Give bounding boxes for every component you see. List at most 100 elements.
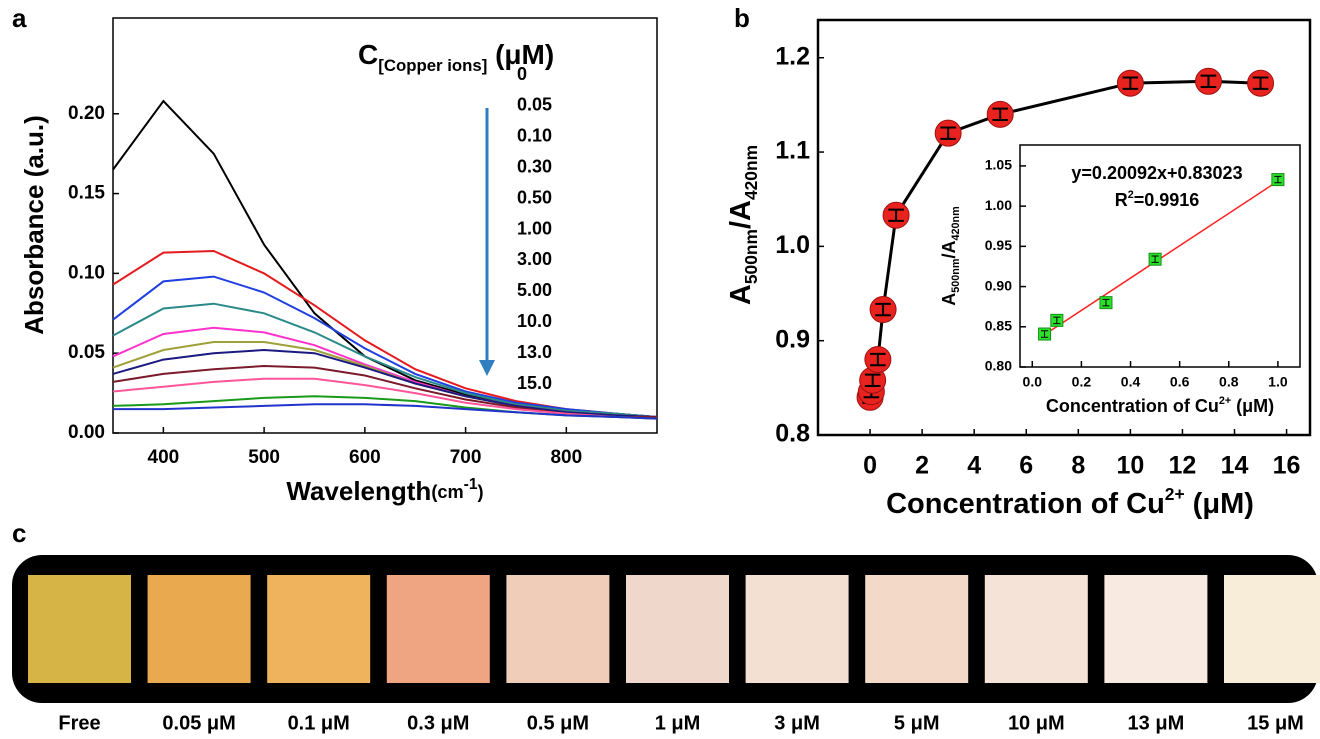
legend-entry: 0.05 bbox=[517, 95, 552, 115]
sample-swatch bbox=[1104, 575, 1208, 683]
x-tick-label: 0.0 bbox=[1023, 374, 1043, 390]
sample-label: 0.1 μM bbox=[288, 712, 350, 734]
x-tick-label: 0.4 bbox=[1121, 374, 1141, 390]
x-axis-title-part: -1 bbox=[464, 476, 478, 493]
x-tick-label: 10 bbox=[1116, 452, 1144, 480]
x-tick-label: 16 bbox=[1273, 452, 1301, 480]
error-bar bbox=[864, 373, 881, 387]
spectrum-line bbox=[112, 348, 658, 418]
legend-entry: 5.00 bbox=[517, 280, 552, 300]
x-tick-label: 0 bbox=[863, 452, 877, 480]
error-bar bbox=[1252, 76, 1269, 90]
sample-label: Free bbox=[58, 712, 100, 734]
sample-label: 0.05 μM bbox=[162, 712, 235, 734]
error-bar bbox=[1151, 255, 1159, 263]
legend-entry: 0.10 bbox=[517, 126, 552, 146]
x-tick-label: 8 bbox=[1071, 452, 1085, 480]
x-axis-title-part: (μM) bbox=[1185, 488, 1254, 520]
error-bar bbox=[1122, 76, 1139, 90]
y-tick-label: 0.00 bbox=[68, 422, 105, 443]
sample-label: 1 μM bbox=[655, 712, 701, 734]
legend-entry: 0 bbox=[517, 64, 527, 84]
y-axis-title-part: /A bbox=[939, 240, 959, 258]
plot-frame bbox=[816, 18, 1312, 437]
spectrum-line bbox=[113, 403, 658, 420]
y-tick-label: 1.05 bbox=[985, 157, 1012, 173]
fit-r2: R2=0.9916 bbox=[1115, 189, 1200, 210]
y-tick-label: 0.15 bbox=[68, 183, 105, 204]
y-tick-label: 1.2 bbox=[775, 42, 810, 70]
y-tick-label: 0.80 bbox=[985, 358, 1012, 374]
fit-r2-part: R bbox=[1115, 190, 1128, 210]
y-tick-label: 0.90 bbox=[985, 277, 1012, 293]
plot-frame bbox=[112, 17, 658, 434]
y-axis-title-part: 420nm bbox=[741, 145, 761, 200]
panel-label: b bbox=[734, 3, 750, 33]
x-tick-label: 0.6 bbox=[1170, 374, 1190, 390]
y-tick-label: 0.8 bbox=[775, 420, 810, 448]
spectrum-line bbox=[112, 275, 658, 418]
sample-swatch bbox=[267, 575, 371, 683]
legend-entry: 10.0 bbox=[517, 311, 552, 331]
y-tick-label: 1.1 bbox=[775, 137, 810, 165]
legend-entry: 13.0 bbox=[517, 342, 552, 362]
x-tick-label: 800 bbox=[550, 447, 582, 468]
y-tick-label: 1.0 bbox=[775, 231, 810, 259]
legend-entry: 0.50 bbox=[517, 187, 552, 207]
legend-title: C[Copper ions] (μM) bbox=[358, 39, 554, 75]
x-tick-label: 6 bbox=[1019, 452, 1033, 480]
x-tick-label: 2 bbox=[915, 452, 929, 480]
fit-equation: y=0.20092x+0.83023 bbox=[1071, 163, 1242, 183]
x-tick-label: 1.0 bbox=[1268, 374, 1288, 390]
x-axis-title: Concentration of Cu2+ (μM) bbox=[886, 484, 1254, 520]
error-bar bbox=[1200, 74, 1217, 88]
y-axis-title-part: /A bbox=[725, 200, 757, 229]
sample-label: 10 μM bbox=[1008, 712, 1065, 734]
error-bar bbox=[1040, 330, 1049, 338]
y-axis-title: Absorbance (a.u.) bbox=[19, 115, 49, 335]
error-bar bbox=[1102, 298, 1110, 307]
panel-label: a bbox=[12, 3, 27, 33]
y-tick-label: 0.85 bbox=[985, 317, 1012, 333]
x-tick-label: 0.2 bbox=[1072, 374, 1092, 390]
y-axis-title: A500nm/A420nm bbox=[939, 206, 962, 305]
sample-swatch bbox=[1224, 575, 1320, 683]
x-tick-label: 0.8 bbox=[1219, 374, 1239, 390]
x-axis-title-part: 2+ bbox=[1165, 484, 1185, 504]
spectrum-line bbox=[112, 99, 658, 418]
plot-frame bbox=[1019, 144, 1301, 368]
sample-swatch bbox=[626, 575, 729, 683]
x-axis-title: Wavelength(cm-1) bbox=[286, 476, 483, 506]
sample-label: 13 μM bbox=[1128, 712, 1185, 734]
sample-swatch bbox=[745, 575, 849, 683]
x-axis-title-part: Wavelength bbox=[286, 476, 431, 506]
sample-swatch bbox=[386, 575, 490, 683]
x-tick-label: 500 bbox=[248, 447, 280, 468]
spectrum-line bbox=[112, 377, 658, 420]
y-axis-title-part: 420nm bbox=[950, 206, 962, 240]
x-axis-title-part: Concentration of Cu bbox=[1046, 396, 1219, 416]
sample-label: 0.3 μM bbox=[407, 712, 469, 734]
sample-label: 5 μM bbox=[894, 712, 940, 734]
fit-r2-part: =0.9916 bbox=[1134, 190, 1200, 210]
y-tick-label: 1.00 bbox=[985, 197, 1012, 213]
x-tick-label: 12 bbox=[1169, 452, 1197, 480]
y-axis-title-part: 500nm bbox=[950, 259, 962, 293]
y-tick-label: 0.20 bbox=[68, 103, 105, 124]
legend-entry: 3.00 bbox=[517, 249, 552, 269]
legend-title-part: C bbox=[358, 39, 378, 70]
sample-swatch bbox=[506, 575, 610, 683]
x-axis-title-part: 2+ bbox=[1219, 395, 1231, 407]
legend-entry: 1.00 bbox=[517, 218, 552, 238]
legend-entry: 15.0 bbox=[517, 373, 552, 393]
sample-swatch bbox=[984, 575, 1088, 683]
x-tick-label: 400 bbox=[148, 447, 180, 468]
error-bar bbox=[1274, 175, 1282, 184]
error-bar bbox=[875, 302, 891, 317]
y-axis-title-part: A bbox=[939, 293, 959, 306]
y-tick-label: 0.9 bbox=[775, 325, 810, 353]
sample-label: 3 μM bbox=[774, 712, 820, 734]
legend-arrowhead bbox=[479, 360, 495, 376]
x-axis-title-part: Concentration of Cu bbox=[886, 488, 1165, 520]
sample-label: 0.5 μM bbox=[527, 712, 589, 734]
